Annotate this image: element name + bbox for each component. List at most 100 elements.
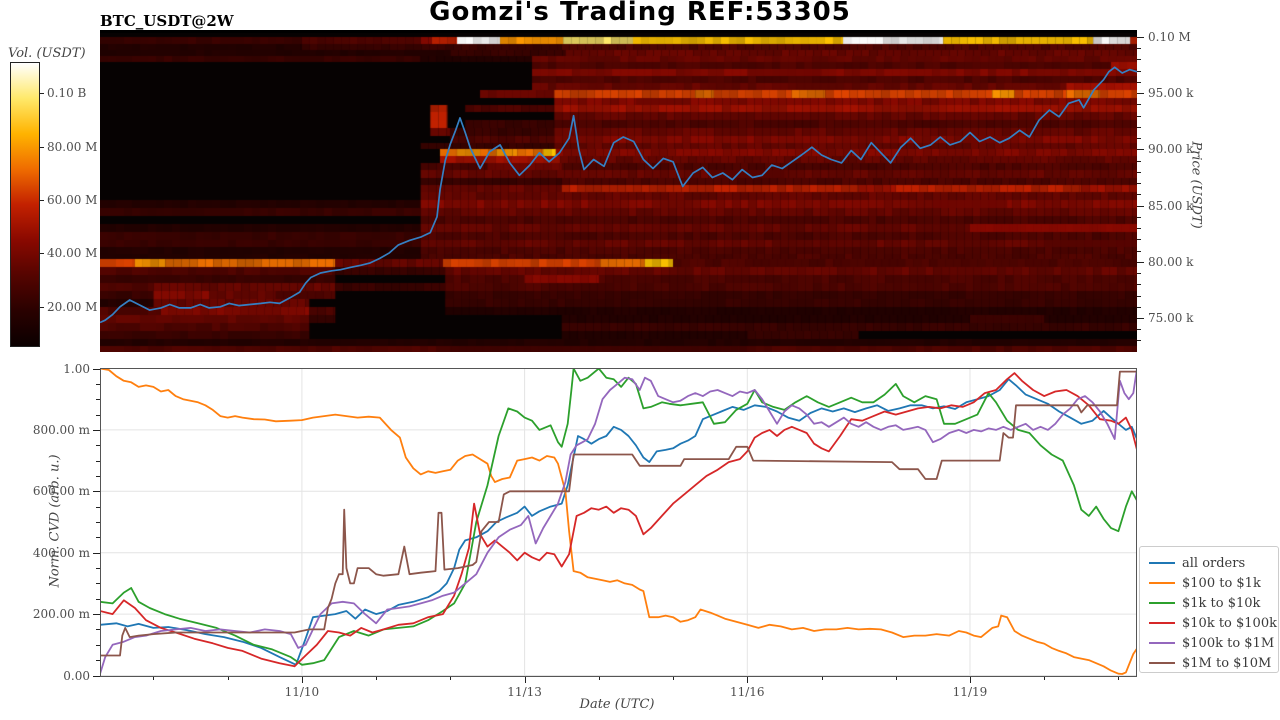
date-major-tick [301,677,303,683]
price-minor-tick [1137,70,1141,72]
cvd-y-minor-tick [96,583,100,585]
date-minor-tick [895,677,897,680]
date-axis-label: Date (UTC) [579,697,655,712]
date-minor-tick [598,677,600,680]
legend: all orders $100 to $1k $1k to $10k $10k to … [1139,546,1279,673]
price-minor-tick [1137,115,1141,117]
colorbar-tick-label: 60.00 M [47,193,98,207]
cvd-y-minor-tick [96,644,100,646]
legend-line-swatch [1149,662,1175,664]
colorbar-tick-label: 20.00 M [47,300,98,314]
price-minor-tick [1137,194,1141,196]
cvd-series--100k-to-1M [100,368,1137,675]
legend-item: $1M to $10M [1149,653,1278,673]
colorbar-tick [39,147,44,148]
price-major-tick [1137,261,1144,263]
legend-item: $100 to $1k [1149,573,1278,593]
price-minor-tick [1137,273,1141,275]
date-major-tick [524,677,526,683]
date-major-tick [969,677,971,683]
cvd-y-minor-tick [96,598,100,600]
date-minor-tick [450,677,452,680]
colorbar-tick-label: 0.10 B [47,86,87,100]
cvd-y-minor-tick [96,475,100,477]
price-major-tick [1137,37,1144,38]
volume-colorbar [10,62,40,347]
cvd-y-major-tick [93,552,100,554]
cvd-y-minor-tick [96,460,100,462]
price-tick-label: 75.00 k [1148,311,1194,325]
price-major-tick [1137,93,1144,95]
price-minor-tick [1137,160,1141,162]
heatmap-canvas [100,33,1137,352]
cvd-y-minor-tick [96,537,100,539]
price-minor-tick [1137,329,1141,331]
cvd-series--1k-to-10k [100,368,1137,666]
colorbar-label: Vol. (USDT) [8,46,86,61]
price-minor-tick [1137,216,1141,218]
cvd-y-minor-tick [96,414,100,416]
cvd-y-axis-label: Norm. CVD (arb. u.) [47,454,63,588]
legend-line-swatch [1149,562,1175,564]
cvd-y-minor-tick [96,660,100,662]
price-major-tick [1137,149,1144,151]
price-line-path [100,66,1137,324]
legend-label: $10k to $100k [1182,615,1277,631]
colorbar-tick [39,253,44,254]
price-major-tick [1137,205,1144,207]
cvd-y-minor-tick [96,522,100,523]
symbol-label: BTC_USDT@2W [100,12,234,30]
date-minor-tick [227,677,229,680]
price-minor-tick [1137,171,1141,173]
legend-item: $10k to $100k [1149,613,1278,633]
chart-title: Gomzi's Trading REF:53305 [429,0,851,27]
price-minor-tick [1137,306,1141,308]
colorbar-tick [39,93,44,94]
legend-line-swatch [1149,642,1175,644]
price-tick-label: 80.00 k [1148,254,1194,269]
price-tick-label: 0.10 M [1148,30,1191,44]
date-tick-label: 11/19 [952,685,988,699]
colorbar-tick [39,307,44,308]
cvd-y-major-tick [93,368,100,370]
price-tick-label: 95.00 k [1148,86,1194,101]
price-minor-tick [1137,81,1141,83]
price-minor-tick [1137,284,1141,286]
colorbar-tick-label: 80.00 M [47,140,98,154]
date-major-tick [747,677,749,683]
price-minor-tick [1137,183,1141,185]
cvd-y-major-tick [93,614,100,616]
legend-label: $100k to $1M [1182,635,1275,651]
cvd-series--1M-to-10M [100,370,1137,657]
cvd-y-minor-tick [96,399,100,401]
legend-label: $1M to $10M [1182,655,1272,671]
price-heatmap-plot [100,33,1137,352]
cvd-y-tick-label: 0.00 [63,668,90,683]
legend-item: $100k to $1M [1149,633,1278,653]
price-line [100,66,1137,324]
colorbar-tick [39,200,44,201]
legend-line-swatch [1149,602,1175,604]
price-minor-tick [1137,59,1141,61]
date-tick-label: 11/10 [284,685,320,699]
cvd-frame [100,368,1137,677]
price-minor-tick [1137,228,1141,230]
cvd-series--10k-to-100k [100,372,1137,668]
price-tick-label: 90.00 k [1148,142,1194,157]
colorbar-tick-label: 40.00 M [47,246,98,260]
price-minor-tick [1137,48,1141,50]
legend-item: $1k to $10k [1149,593,1278,613]
cvd-y-minor-tick [96,383,100,385]
cvd-y-minor-tick [96,568,100,570]
price-minor-tick [1137,295,1141,297]
price-major-tick [1137,318,1144,319]
cvd-y-major-tick [93,491,100,493]
cvd-y-tick-label: 200.00 m [32,607,90,622]
legend-label: all orders [1182,555,1246,571]
date-minor-tick [1044,677,1046,680]
cvd-y-minor-tick [96,506,100,508]
cvd-y-major-tick [93,429,100,431]
cvd-y-tick-label: 600.00 m [32,484,90,499]
cvd-y-minor-tick [96,445,100,447]
